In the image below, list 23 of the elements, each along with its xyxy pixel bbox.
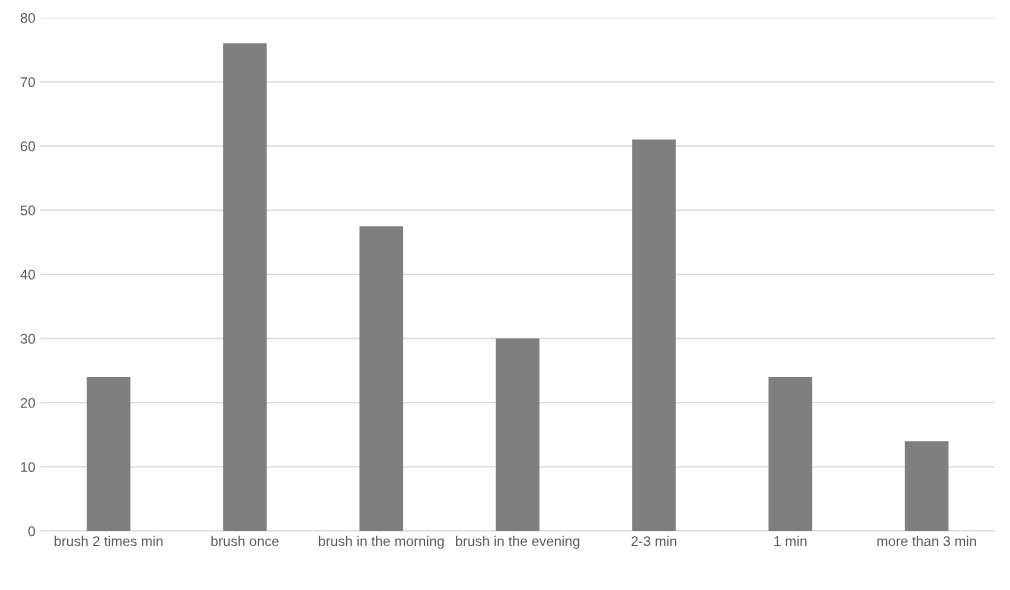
x-tick-label: brush in the morning [318,535,444,549]
x-tick-label: 2-3 min [631,535,677,547]
y-tick-label: 0 [28,526,35,537]
bar [495,338,540,531]
y-tick-label: 40 [20,269,35,280]
y-tick-label: 50 [20,205,35,216]
bar [768,377,813,531]
y-tick-label: 60 [20,141,35,152]
x-tick-label: brush in the evening [455,535,580,549]
x-tick-label: brush once [211,535,279,547]
y-tick-label: 70 [20,77,35,88]
bar [632,139,676,531]
bar [223,43,267,531]
y-tick-label: 80 [20,13,35,23]
y-tick-label: 10 [21,462,35,473]
x-tick-label: brush 2 times min [54,535,163,547]
bar [86,377,131,531]
x-tick-label: 1 min [774,535,807,546]
y-tick-label: 20 [20,398,35,408]
bar [359,226,404,531]
bar [904,441,949,531]
x-tick-label: more than 3 min [877,535,976,547]
y-tick-label: 30 [20,333,35,344]
